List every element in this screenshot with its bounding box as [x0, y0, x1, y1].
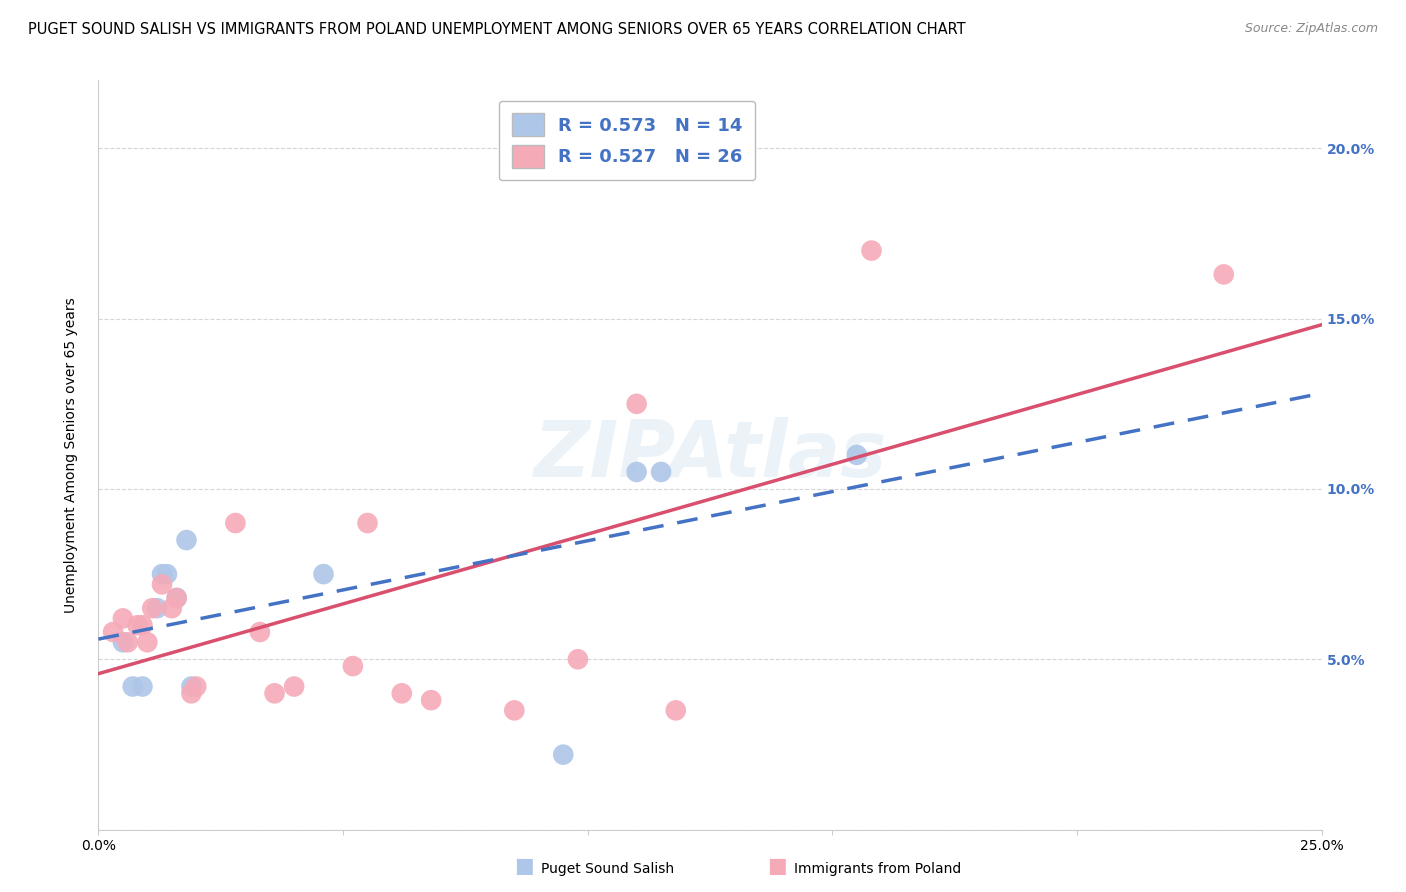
Point: [626, 465, 648, 479]
Text: ■: ■: [768, 856, 787, 876]
Point: [160, 601, 183, 615]
Point: [650, 465, 672, 479]
Point: [131, 680, 153, 694]
Point: [111, 635, 134, 649]
Point: [356, 516, 378, 530]
Point: [665, 703, 688, 717]
Point: [420, 693, 443, 707]
Point: [101, 625, 124, 640]
Point: [121, 680, 143, 694]
Y-axis label: Unemployment Among Seniors over 65 years: Unemployment Among Seniors over 65 years: [63, 297, 77, 613]
Point: [845, 448, 868, 462]
Text: ■: ■: [515, 856, 534, 876]
Point: [860, 244, 883, 258]
Point: [249, 625, 271, 640]
Text: PUGET SOUND SALISH VS IMMIGRANTS FROM POLAND UNEMPLOYMENT AMONG SENIORS OVER 65 : PUGET SOUND SALISH VS IMMIGRANTS FROM PO…: [28, 22, 966, 37]
Point: [342, 659, 364, 673]
Text: Immigrants from Poland: Immigrants from Poland: [794, 862, 962, 876]
Point: [312, 567, 335, 582]
Point: [111, 611, 134, 625]
Point: [283, 680, 305, 694]
Point: [553, 747, 575, 762]
Text: Source: ZipAtlas.com: Source: ZipAtlas.com: [1244, 22, 1378, 36]
Point: [391, 686, 413, 700]
Point: [166, 591, 188, 605]
Point: [127, 618, 149, 632]
Point: [567, 652, 589, 666]
Point: [150, 577, 173, 591]
Point: [131, 618, 153, 632]
Point: [503, 703, 526, 717]
Text: ZIPAtlas: ZIPAtlas: [533, 417, 887, 493]
Point: [176, 533, 198, 547]
Point: [150, 567, 173, 582]
Point: [263, 686, 285, 700]
Point: [166, 591, 188, 605]
Point: [626, 397, 648, 411]
Point: [186, 680, 208, 694]
Point: [146, 601, 169, 615]
Point: [180, 686, 202, 700]
Point: [117, 635, 139, 649]
Point: [141, 601, 163, 615]
Legend: R = 0.573   N = 14, R = 0.527   N = 26: R = 0.573 N = 14, R = 0.527 N = 26: [499, 101, 755, 180]
Point: [156, 567, 179, 582]
Point: [136, 635, 159, 649]
Point: [224, 516, 246, 530]
Point: [180, 680, 202, 694]
Point: [1212, 268, 1234, 282]
Text: Puget Sound Salish: Puget Sound Salish: [541, 862, 675, 876]
